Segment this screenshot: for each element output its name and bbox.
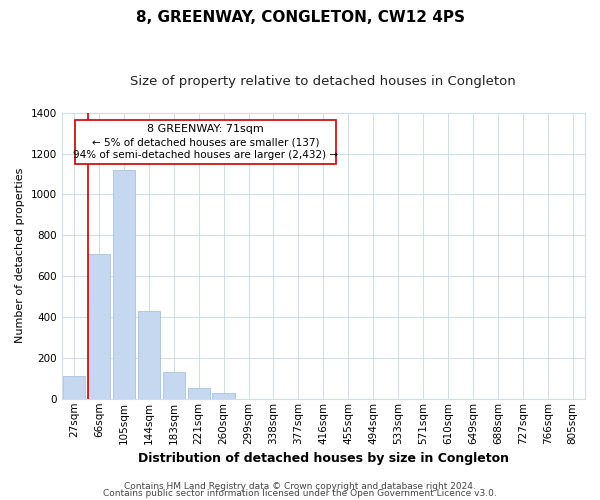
Y-axis label: Number of detached properties: Number of detached properties (15, 168, 25, 344)
Text: 94% of semi-detached houses are larger (2,432) →: 94% of semi-detached houses are larger (… (73, 150, 338, 160)
Bar (212, 392, 235, 399)
FancyBboxPatch shape (75, 120, 337, 164)
Bar (163, 372, 185, 399)
Bar (113, 170, 135, 399)
Text: ← 5% of detached houses are smaller (137): ← 5% of detached houses are smaller (137… (92, 137, 319, 147)
Text: 8 GREENWAY: 71sqm: 8 GREENWAY: 71sqm (147, 124, 264, 134)
Text: Contains HM Land Registry data © Crown copyright and database right 2024.: Contains HM Land Registry data © Crown c… (124, 482, 476, 491)
Bar (63, 376, 85, 399)
Bar (137, 311, 160, 399)
Bar (88, 254, 110, 399)
Text: 8, GREENWAY, CONGLETON, CW12 4PS: 8, GREENWAY, CONGLETON, CW12 4PS (136, 10, 464, 25)
Text: Contains public sector information licensed under the Open Government Licence v3: Contains public sector information licen… (103, 490, 497, 498)
Title: Size of property relative to detached houses in Congleton: Size of property relative to detached ho… (130, 75, 516, 88)
X-axis label: Distribution of detached houses by size in Congleton: Distribution of detached houses by size … (138, 452, 509, 465)
Bar (188, 388, 210, 399)
